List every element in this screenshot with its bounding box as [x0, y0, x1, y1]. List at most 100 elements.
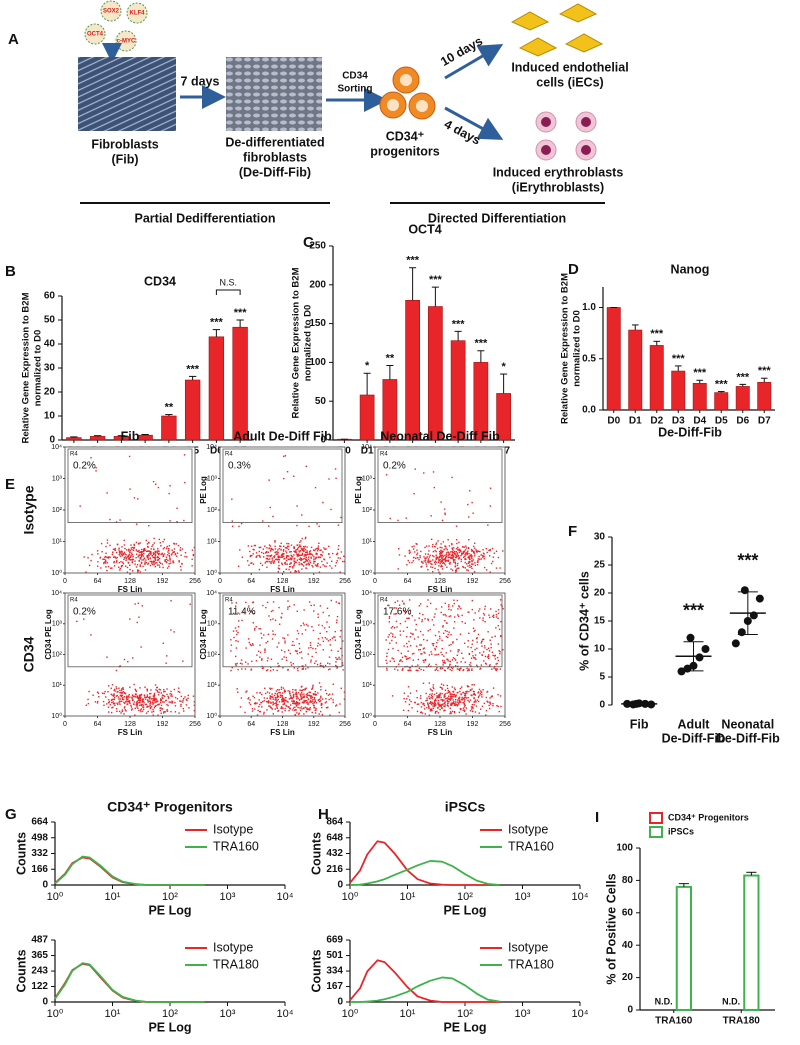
event	[292, 707, 295, 709]
y-tick-label: 250	[309, 241, 326, 252]
event	[387, 648, 390, 651]
event	[121, 554, 123, 557]
event	[419, 697, 422, 699]
event	[434, 702, 437, 705]
event	[427, 561, 429, 563]
event	[295, 689, 297, 691]
event	[417, 658, 420, 661]
event	[468, 632, 470, 634]
event	[183, 710, 185, 712]
event	[318, 571, 321, 573]
y-tick-label: 20	[594, 588, 606, 599]
event	[405, 611, 408, 613]
event	[430, 651, 432, 653]
event	[462, 566, 465, 569]
event	[489, 549, 491, 552]
event	[437, 699, 440, 702]
event	[276, 693, 278, 695]
event	[282, 555, 285, 558]
event	[157, 552, 159, 555]
event	[302, 622, 305, 624]
event	[429, 602, 432, 605]
event	[427, 703, 429, 706]
x-tick-label: 0	[373, 578, 377, 585]
event	[335, 704, 338, 706]
event	[478, 712, 481, 714]
event	[396, 600, 399, 602]
event	[482, 549, 484, 551]
event	[122, 688, 125, 690]
event	[287, 701, 289, 703]
event	[253, 702, 256, 705]
event	[465, 707, 468, 709]
event	[107, 557, 110, 559]
dot	[755, 594, 764, 603]
event	[131, 561, 134, 564]
event	[335, 553, 338, 556]
event	[275, 704, 277, 707]
x-tick-label: 256	[339, 721, 351, 728]
event	[118, 561, 121, 564]
event	[325, 701, 328, 703]
event	[294, 551, 297, 553]
event	[100, 567, 102, 569]
event	[178, 559, 180, 562]
event	[136, 703, 138, 706]
event	[439, 704, 441, 706]
event	[440, 667, 442, 669]
event	[435, 692, 438, 694]
event	[315, 552, 318, 555]
event	[126, 701, 128, 703]
event	[419, 603, 422, 605]
event	[160, 700, 162, 702]
event	[438, 696, 440, 698]
event	[281, 696, 283, 698]
event	[268, 692, 271, 694]
y-axis-label: % of CD34⁺ cells	[577, 571, 591, 671]
event	[304, 536, 307, 539]
event	[433, 705, 436, 707]
event	[140, 708, 143, 710]
event	[489, 639, 491, 641]
event	[416, 553, 418, 556]
event	[123, 551, 126, 554]
event	[488, 707, 491, 710]
event	[164, 560, 166, 563]
event	[426, 556, 428, 558]
event	[253, 544, 256, 547]
event	[450, 609, 452, 611]
gate-name: R4	[70, 452, 78, 458]
event	[421, 712, 424, 714]
event	[407, 617, 410, 619]
curve	[54, 855, 205, 886]
event	[421, 653, 423, 655]
event	[181, 563, 183, 565]
event	[152, 703, 154, 705]
event	[429, 708, 432, 710]
event	[316, 556, 318, 558]
event	[458, 557, 461, 559]
event	[176, 697, 179, 700]
event	[438, 635, 441, 638]
event	[486, 648, 488, 651]
event	[309, 562, 312, 564]
event	[79, 505, 81, 507]
event	[444, 556, 447, 559]
event	[282, 700, 285, 702]
event	[469, 490, 471, 492]
event	[274, 548, 277, 550]
event	[128, 700, 131, 702]
event	[147, 562, 150, 565]
event	[116, 543, 119, 545]
event	[425, 545, 428, 547]
event	[157, 714, 159, 716]
event	[464, 698, 466, 701]
event	[443, 558, 445, 561]
event	[131, 560, 134, 562]
event	[300, 547, 303, 550]
event	[238, 620, 240, 622]
event	[421, 620, 423, 623]
event	[431, 693, 433, 695]
event	[433, 486, 436, 489]
y-axis-label: PE Log	[354, 476, 363, 504]
